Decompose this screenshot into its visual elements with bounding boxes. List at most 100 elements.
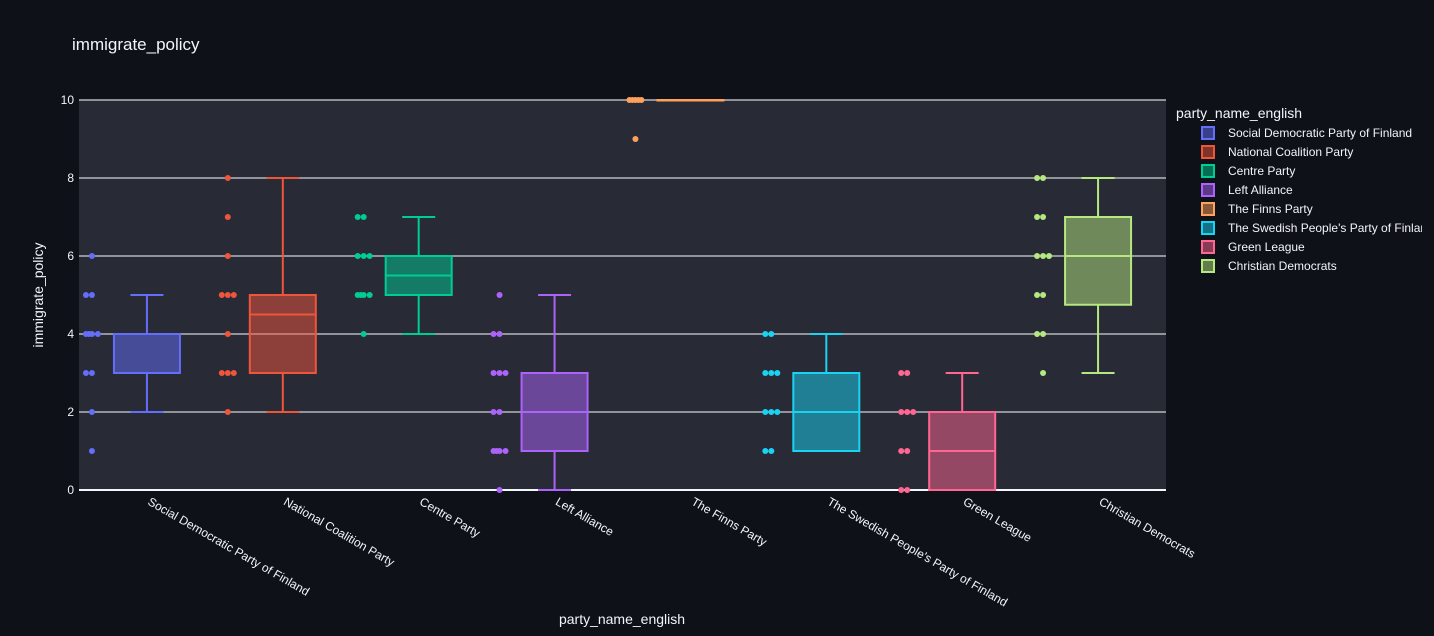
data-point <box>354 214 361 220</box>
box-layer <box>82 97 1133 493</box>
box-the-swedish-people-s-party-of-finland <box>762 331 861 454</box>
data-point <box>82 370 89 376</box>
data-point <box>366 292 373 298</box>
data-point <box>1040 370 1047 376</box>
data-point <box>1046 253 1053 259</box>
data-point <box>502 448 509 454</box>
data-point <box>88 448 95 454</box>
data-point <box>224 370 231 376</box>
legend-item-the-swedish-people-s-party-of-finland: The Swedish People's Party of Finland <box>1201 221 1422 235</box>
data-point <box>762 409 769 415</box>
legend-label: Centre Party <box>1228 164 1295 178</box>
iqr-box <box>112 333 181 374</box>
legend-item-the-finns-party: The Finns Party <box>1201 202 1313 216</box>
box-social-democratic-party-of-finland <box>82 253 181 454</box>
legend-swatch <box>1201 126 1215 140</box>
y-tick-label: 8 <box>67 171 74 185</box>
legend-swatch <box>1201 240 1215 254</box>
legend-label: Social Democratic Party of Finland <box>1228 126 1412 140</box>
data-point <box>898 487 905 493</box>
data-point <box>762 448 769 454</box>
x-axis-title: party_name_english <box>559 611 685 627</box>
data-point <box>496 331 503 337</box>
box-centre-party <box>354 214 453 337</box>
legend-item-left-alliance: Left Alliance <box>1201 183 1293 197</box>
data-point <box>768 448 775 454</box>
data-point <box>88 370 95 376</box>
data-point <box>218 292 225 298</box>
data-point <box>224 175 231 181</box>
data-point <box>762 331 769 337</box>
data-point <box>496 292 503 298</box>
data-point <box>904 487 911 493</box>
data-point <box>1040 331 1047 337</box>
y-tick-label: 0 <box>67 483 74 497</box>
box-the-finns-party <box>626 97 725 142</box>
data-point <box>910 409 917 415</box>
x-tick-label: Christian Democrats <box>1097 494 1198 560</box>
chart-title: immigrate_policy <box>72 35 200 54</box>
data-point <box>94 331 101 337</box>
data-point <box>490 331 497 337</box>
x-tick-label: Centre Party <box>417 494 482 540</box>
data-point <box>224 409 231 415</box>
data-point <box>768 331 775 337</box>
legend: party_name_english Social Democratic Par… <box>1176 105 1422 273</box>
y-tick-label: 2 <box>67 405 74 419</box>
data-point <box>360 214 367 220</box>
legend-swatch <box>1201 183 1215 197</box>
data-point <box>774 409 781 415</box>
box-christian-democrats <box>1034 175 1133 376</box>
data-point <box>496 487 503 493</box>
data-point <box>224 253 231 259</box>
data-point <box>502 370 509 376</box>
legend-label: Christian Democrats <box>1228 259 1337 273</box>
data-point <box>224 331 231 337</box>
x-ticks: Social Democratic Party of FinlandNation… <box>145 494 1197 609</box>
data-point <box>904 370 911 376</box>
data-point <box>629 97 636 103</box>
data-point <box>768 409 775 415</box>
x-tick-label: Left Alliance <box>553 494 616 539</box>
legend-item-green-league: Green League <box>1201 240 1305 254</box>
data-point <box>904 409 911 415</box>
y-tick-label: 6 <box>67 249 74 263</box>
data-point <box>1034 292 1041 298</box>
legend-item-social-democratic-party-of-finland: Social Democratic Party of Finland <box>1201 126 1412 140</box>
data-point <box>1040 253 1047 259</box>
data-point <box>774 370 781 376</box>
plot-background <box>79 100 1166 490</box>
legend-label: Left Alliance <box>1228 183 1293 197</box>
legend-item-national-coalition-party: National Coalition Party <box>1201 145 1353 159</box>
data-point <box>1034 175 1041 181</box>
y-ticks: 0 2 4 6 8 10 <box>61 93 75 497</box>
data-point <box>1040 175 1047 181</box>
data-point <box>224 214 231 220</box>
data-point <box>898 409 905 415</box>
data-point <box>496 370 503 376</box>
data-point <box>230 370 237 376</box>
data-point <box>768 370 775 376</box>
data-point <box>88 292 95 298</box>
data-point <box>88 409 95 415</box>
box-national-coalition-party <box>218 175 317 415</box>
data-point <box>762 370 769 376</box>
data-point <box>82 292 89 298</box>
data-point <box>493 448 500 454</box>
legend-item-centre-party: Centre Party <box>1201 164 1295 178</box>
data-point <box>898 370 905 376</box>
legend-label: The Finns Party <box>1228 202 1313 216</box>
data-point <box>230 292 237 298</box>
data-point <box>354 253 361 259</box>
legend-swatch <box>1201 164 1215 178</box>
legend-swatch <box>1201 202 1215 216</box>
data-point <box>490 409 497 415</box>
y-tick-label: 10 <box>61 93 75 107</box>
data-point <box>1034 214 1041 220</box>
data-point <box>496 409 503 415</box>
legend-label: National Coalition Party <box>1228 145 1353 159</box>
legend-swatch <box>1201 259 1215 273</box>
box-left-alliance <box>490 292 589 493</box>
y-tick-label: 4 <box>67 327 74 341</box>
